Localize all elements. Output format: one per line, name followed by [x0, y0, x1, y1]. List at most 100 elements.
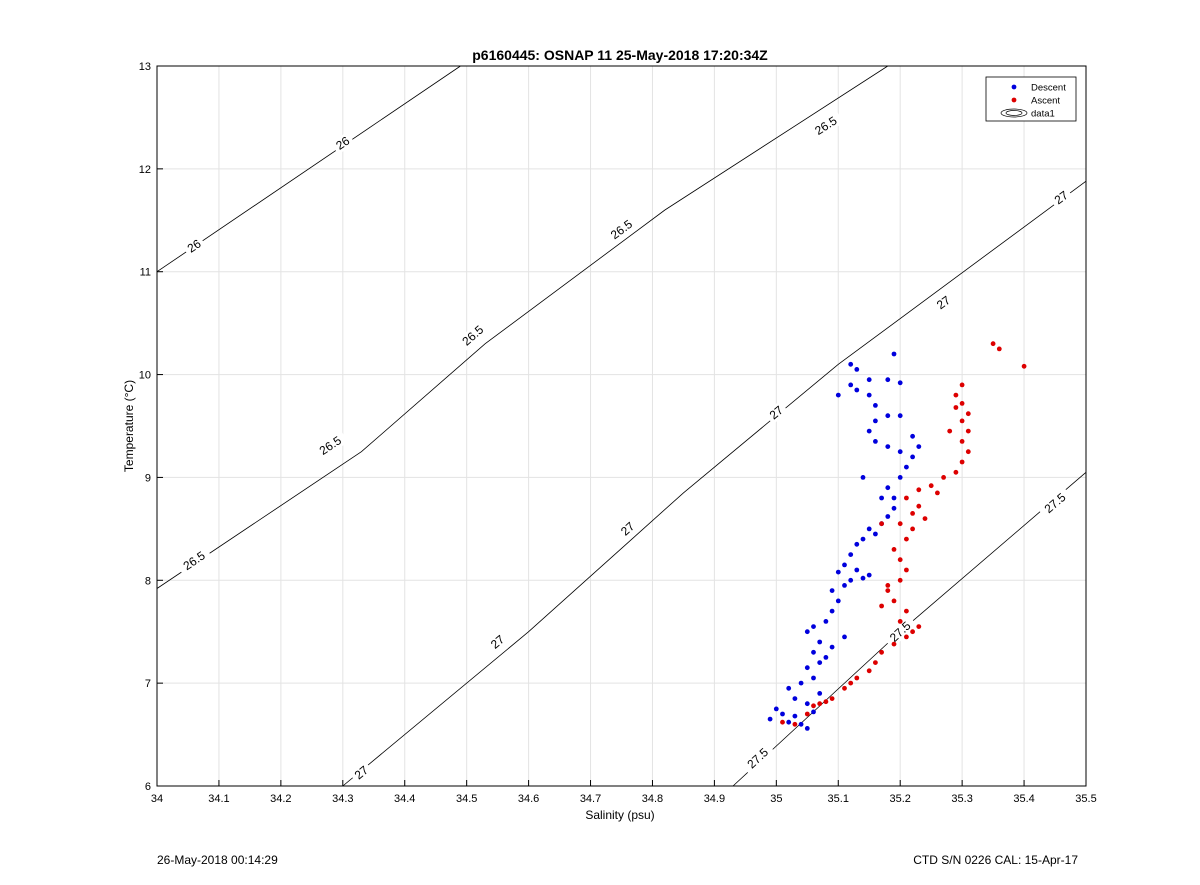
footer-ctd-info: CTD S/N 0226 CAL: 15-Apr-17 [913, 853, 1078, 867]
y-tick-label: 12 [139, 164, 151, 176]
descent-point [842, 634, 847, 640]
descent-point [885, 514, 891, 519]
y-tick-label: 9 [145, 472, 151, 484]
ascent-point [990, 341, 996, 347]
grid-lines [157, 66, 1086, 786]
x-tick-label: 35.3 [951, 793, 972, 805]
descent-point [817, 660, 823, 665]
descent-point [848, 382, 854, 388]
descent-point [860, 575, 866, 581]
ascent-point [780, 719, 785, 725]
contour-label-bg [455, 319, 491, 352]
ascent-point [910, 629, 915, 635]
density-contours: 262626.526.526.526.526.527272727272727.5… [156, 65, 1087, 787]
descent-point [823, 619, 829, 624]
y-tick-label: 6 [145, 781, 151, 793]
descent-point [848, 552, 854, 557]
descent-point [811, 649, 816, 655]
contour-label-bg [1048, 186, 1074, 210]
legend: Descent Ascent data1 [985, 76, 1077, 122]
x-tick-label: 35.1 [828, 793, 849, 805]
contour-line [342, 180, 1087, 787]
ascent-point [823, 699, 829, 705]
descent-point [804, 629, 810, 635]
ascent-point [916, 624, 922, 629]
contour-line [156, 65, 461, 273]
descent-point [879, 495, 884, 501]
descent-point [897, 475, 903, 480]
ascent-point [879, 649, 884, 655]
contour-label-bg [312, 430, 349, 461]
descent-point [891, 505, 897, 511]
x-tick-label: 34 [151, 793, 163, 805]
ascent-point [897, 619, 903, 624]
y-axis-label: Temperature (°C) [122, 380, 136, 472]
contour-label-bg [882, 615, 918, 649]
ascent-point [947, 428, 953, 434]
descent-point [792, 696, 798, 701]
descent-point [767, 716, 773, 722]
contour-line [156, 65, 889, 589]
ascent-point [910, 526, 915, 532]
descent-point [873, 531, 878, 537]
y-tick-label: 11 [140, 267, 151, 279]
contour-label-bg [603, 213, 640, 246]
descent-point [848, 577, 854, 583]
contour-label-bg [740, 741, 776, 775]
descent-point [854, 567, 860, 573]
x-tick-label: 34.6 [518, 793, 539, 805]
descent-point [904, 464, 909, 470]
descent-point [873, 439, 878, 444]
legend-label: data1 [1031, 109, 1055, 120]
contour-label-bg [181, 234, 207, 258]
contour-label-bg [807, 110, 844, 141]
descent-point [866, 572, 872, 578]
ascent-point [1021, 363, 1027, 369]
ascent-point [916, 503, 922, 509]
ascent-point [965, 449, 971, 455]
ascent-point [953, 469, 959, 475]
descent-point [835, 392, 841, 398]
descent-point [804, 665, 810, 671]
descent-point [829, 608, 835, 614]
contour-label-bg [615, 516, 640, 541]
x-tick-label: 34.5 [456, 793, 477, 805]
descent-point [866, 377, 872, 383]
footer-timestamp: 26-May-2018 00:14:29 [157, 853, 278, 867]
ascent-point [965, 428, 971, 434]
x-tick-label: 34.9 [704, 793, 725, 805]
ascent-point [885, 583, 891, 588]
descent-point [866, 526, 872, 532]
ascent-point [866, 668, 872, 674]
ascent-point [904, 567, 909, 573]
y-tick-label: 7 [145, 678, 151, 690]
x-tick-label: 34.2 [270, 793, 291, 805]
ascent-point [922, 516, 928, 521]
x-tick-label: 34.1 [208, 793, 229, 805]
ascent-point [842, 685, 847, 691]
descent-point [798, 680, 804, 686]
y-tick-label: 13 [139, 61, 151, 73]
ascent-point [910, 511, 915, 516]
contour-label-bg [931, 291, 956, 315]
ascent-point [897, 521, 903, 527]
descent-point [897, 449, 903, 455]
ascent-point [879, 521, 884, 527]
descent-point [866, 428, 872, 434]
ascent-point [792, 721, 798, 727]
descent-point [811, 675, 816, 681]
legend-label: Ascent [1031, 96, 1060, 107]
descent-point [835, 569, 841, 575]
descent-point [786, 719, 792, 725]
descent-point [811, 624, 816, 629]
chart-title: p6160445: OSNAP 11 25-May-2018 17:20:34Z [472, 47, 768, 63]
x-tick-label: 34.7 [580, 793, 601, 805]
ascent-point [953, 392, 959, 398]
descent-point [873, 403, 878, 408]
descent-point [885, 444, 891, 449]
x-tick-label: 34.4 [394, 793, 415, 805]
ascent-point [959, 401, 965, 406]
descent-point [897, 413, 903, 419]
x-tick-label: 35 [770, 793, 782, 805]
ascent-point [897, 557, 903, 563]
